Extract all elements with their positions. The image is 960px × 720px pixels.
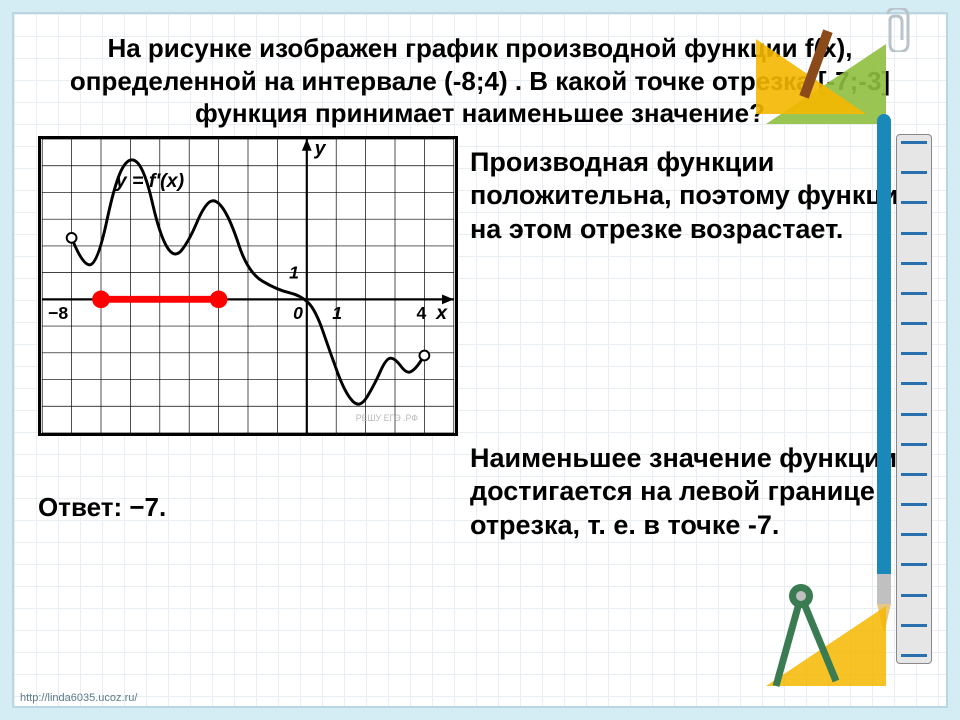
svg-text:−8: −8 — [48, 302, 68, 322]
answer-text: Ответ: −7. — [38, 492, 166, 523]
pencil-decoration — [877, 114, 891, 674]
answer-column: Ответ: −7. — [38, 442, 458, 543]
svg-text:x: x — [435, 301, 448, 323]
compass-decoration — [746, 566, 896, 696]
explanation-text: Производная функции положительна, поэтом… — [470, 136, 922, 436]
ruler-decoration — [896, 134, 932, 664]
svg-text:4: 4 — [417, 302, 427, 322]
source-url: http://linda6035.ucoz.ru/ — [20, 692, 137, 704]
conclusion-text: Наименьшее значение функции достигается … — [470, 442, 922, 543]
svg-text:РЕШУ ЕГЭ .РФ: РЕШУ ЕГЭ .РФ — [356, 413, 419, 423]
derivative-graph: 0 1 1 −8 4x y y = f′(x) РЕШУ ЕГЭ .РФ — [38, 136, 458, 436]
svg-text:1: 1 — [332, 302, 342, 322]
slide: На рисунке изображен график производной … — [12, 12, 948, 708]
content-row: 0 1 1 −8 4x y y = f′(x) РЕШУ ЕГЭ .РФ Производна… — [38, 136, 922, 436]
svg-text:0: 0 — [293, 302, 303, 322]
bottom-row: Ответ: −7. Наименьшее значение функции д… — [38, 442, 922, 543]
svg-text:1: 1 — [289, 262, 299, 282]
question-text: На рисунке изображен график производной … — [38, 32, 922, 130]
svg-text:y = f′(x): y = f′(x) — [115, 170, 184, 192]
svg-text:y: y — [314, 139, 327, 160]
